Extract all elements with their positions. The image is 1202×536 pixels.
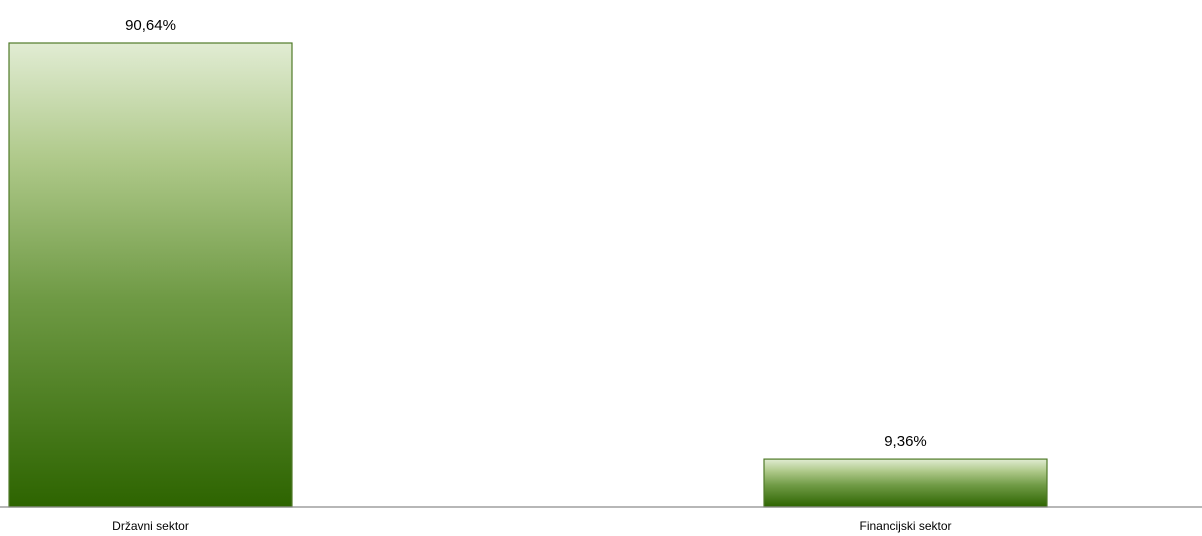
bars-layer: [8, 42, 1048, 508]
data-label-1: 9,36%: [884, 433, 927, 450]
tick-label-1: Financijski sektor: [859, 519, 951, 533]
tick-labels-layer: Državni sektor Financijski sektor: [112, 519, 951, 533]
bar-0: [8, 42, 293, 508]
data-label-0: 90,64%: [125, 17, 176, 34]
labels-layer: 90,64% 9,36%: [125, 17, 927, 450]
bar-1: [763, 458, 1048, 508]
tick-label-0: Državni sektor: [112, 519, 189, 533]
